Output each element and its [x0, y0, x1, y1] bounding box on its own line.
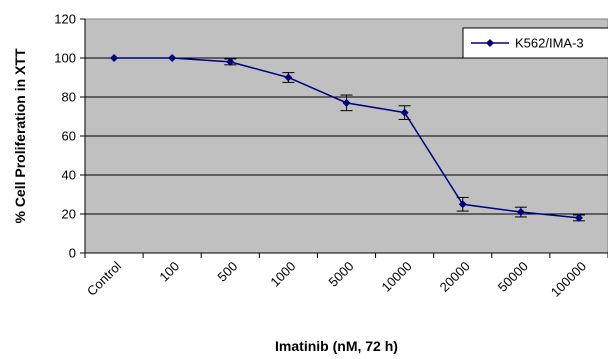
- data-point-marker: [168, 54, 177, 62]
- x-tick-label: 10000: [379, 259, 415, 295]
- y-tick-label: 20: [62, 207, 76, 222]
- x-tick-label: 500: [214, 259, 240, 285]
- data-point-marker: [342, 98, 351, 107]
- y-axis: 0 20 40 60 80 100 120: [54, 12, 86, 261]
- x-axis-title: Imatinib (nM, 72 h): [275, 338, 398, 354]
- x-axis: Control 100 500 1000 5000 10000 20000 50000 1000…: [84, 252, 608, 300]
- legend: K562/IMA-3: [462, 27, 608, 59]
- x-tick-label: 5000: [326, 259, 357, 290]
- x-tick-label: 100000: [548, 259, 589, 300]
- data-point-marker: [458, 200, 467, 209]
- data-point-marker: [226, 57, 235, 66]
- data-point-marker: [516, 208, 525, 217]
- series-k562-ima-3: [110, 54, 585, 222]
- x-tick-label: Control: [84, 258, 124, 298]
- legend-series-marker: [486, 39, 494, 47]
- y-tick-label: 60: [62, 129, 76, 144]
- y-tick-label: 100: [54, 51, 76, 66]
- x-tick-label: 100: [156, 259, 182, 285]
- y-tick-label: 40: [62, 168, 76, 183]
- x-tick-label: 1000: [267, 259, 298, 290]
- x-tick-label: 20000: [437, 259, 473, 295]
- data-point-marker: [400, 108, 409, 117]
- y-tick-label: 80: [62, 90, 76, 105]
- legend-series-label: K562/IMA-3: [515, 36, 584, 51]
- data-point-marker: [110, 54, 119, 62]
- y-tick-label: 0: [69, 246, 76, 261]
- y-axis-title: % Cell Proliferation in XTT: [12, 48, 28, 223]
- data-point-marker: [574, 213, 583, 222]
- x-tick-label: 50000: [495, 259, 531, 295]
- data-point-marker: [284, 73, 293, 82]
- y-tick-label: 120: [54, 12, 76, 27]
